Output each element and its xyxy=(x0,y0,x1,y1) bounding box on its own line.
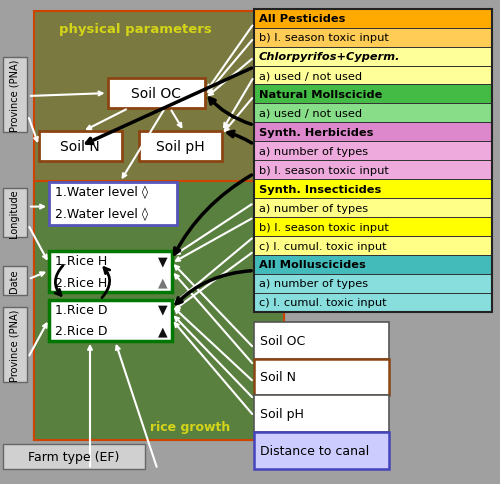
Text: Synth. Insecticides: Synth. Insecticides xyxy=(259,184,382,194)
Text: All Pesticides: All Pesticides xyxy=(259,14,346,24)
FancyBboxPatch shape xyxy=(2,444,145,469)
FancyBboxPatch shape xyxy=(254,396,389,433)
Text: b) I. season toxic input: b) I. season toxic input xyxy=(259,166,389,175)
Text: c) I. cumul. toxic input: c) I. cumul. toxic input xyxy=(259,298,386,308)
FancyBboxPatch shape xyxy=(254,47,492,66)
FancyBboxPatch shape xyxy=(254,359,389,396)
FancyBboxPatch shape xyxy=(2,58,26,133)
Text: c) I. cumul. toxic input: c) I. cumul. toxic input xyxy=(259,241,386,251)
FancyBboxPatch shape xyxy=(254,218,492,237)
Text: ▲: ▲ xyxy=(158,325,168,337)
FancyBboxPatch shape xyxy=(254,161,492,180)
FancyBboxPatch shape xyxy=(2,307,26,382)
FancyBboxPatch shape xyxy=(254,10,492,29)
Text: Synth. Herbicides: Synth. Herbicides xyxy=(259,128,374,137)
Text: Soil pH: Soil pH xyxy=(260,408,304,421)
FancyBboxPatch shape xyxy=(254,199,492,218)
Text: a) number of types: a) number of types xyxy=(259,203,368,213)
Text: a) used / not used: a) used / not used xyxy=(259,109,362,119)
FancyBboxPatch shape xyxy=(254,322,389,359)
Text: Soil OC: Soil OC xyxy=(260,334,305,347)
Text: physical parameters: physical parameters xyxy=(58,23,212,36)
Text: Soil OC: Soil OC xyxy=(131,87,181,101)
FancyBboxPatch shape xyxy=(254,85,492,104)
Text: Soil N: Soil N xyxy=(60,140,100,154)
Text: b) I. season toxic input: b) I. season toxic input xyxy=(259,222,389,232)
Text: ▼: ▼ xyxy=(158,255,168,268)
Text: Natural Mollscicide: Natural Mollscicide xyxy=(259,90,382,100)
Text: Farm type (EF): Farm type (EF) xyxy=(28,451,120,463)
FancyBboxPatch shape xyxy=(108,79,205,109)
Text: ▲: ▲ xyxy=(158,276,168,289)
Text: 2.Rice H: 2.Rice H xyxy=(55,276,111,289)
Text: 1.Rice H: 1.Rice H xyxy=(55,255,111,268)
FancyBboxPatch shape xyxy=(254,274,492,293)
FancyBboxPatch shape xyxy=(254,180,492,199)
FancyBboxPatch shape xyxy=(254,123,492,142)
Text: Distance to canal: Distance to canal xyxy=(260,444,369,457)
FancyBboxPatch shape xyxy=(34,182,284,440)
Text: rice growth: rice growth xyxy=(150,420,230,433)
Text: a) number of types: a) number of types xyxy=(259,279,368,289)
Text: Province (PNA): Province (PNA) xyxy=(10,60,20,132)
FancyBboxPatch shape xyxy=(254,104,492,123)
Text: a) number of types: a) number of types xyxy=(259,147,368,156)
Text: Chlorpyrifos+Cyperm.: Chlorpyrifos+Cyperm. xyxy=(259,52,400,62)
FancyBboxPatch shape xyxy=(254,29,492,47)
Text: 1.Rice D: 1.Rice D xyxy=(55,303,112,316)
FancyBboxPatch shape xyxy=(49,252,172,293)
FancyBboxPatch shape xyxy=(254,142,492,161)
Text: Soil pH: Soil pH xyxy=(156,140,204,154)
Text: Soil N: Soil N xyxy=(260,371,296,384)
Text: a) used / not used: a) used / not used xyxy=(259,71,362,81)
Text: 2.Rice D: 2.Rice D xyxy=(55,325,112,337)
FancyBboxPatch shape xyxy=(49,182,176,225)
Text: 2.Water level ◊: 2.Water level ◊ xyxy=(55,207,148,220)
FancyBboxPatch shape xyxy=(39,132,121,162)
FancyBboxPatch shape xyxy=(254,293,492,312)
FancyBboxPatch shape xyxy=(254,433,389,469)
FancyBboxPatch shape xyxy=(254,66,492,85)
FancyBboxPatch shape xyxy=(254,256,492,274)
Text: Province (PNA): Province (PNA) xyxy=(10,309,20,381)
Text: 1.Water level ◊: 1.Water level ◊ xyxy=(55,185,148,199)
FancyBboxPatch shape xyxy=(139,132,222,162)
Text: b) I. season toxic input: b) I. season toxic input xyxy=(259,33,389,43)
FancyBboxPatch shape xyxy=(2,266,26,295)
Text: All Molluscicides: All Molluscicides xyxy=(259,260,366,270)
FancyBboxPatch shape xyxy=(49,300,172,341)
FancyBboxPatch shape xyxy=(254,237,492,256)
FancyBboxPatch shape xyxy=(2,189,26,237)
Text: Date: Date xyxy=(10,269,20,292)
Text: Longitude: Longitude xyxy=(10,189,20,237)
FancyBboxPatch shape xyxy=(34,12,284,440)
Text: ▼: ▼ xyxy=(158,303,168,316)
